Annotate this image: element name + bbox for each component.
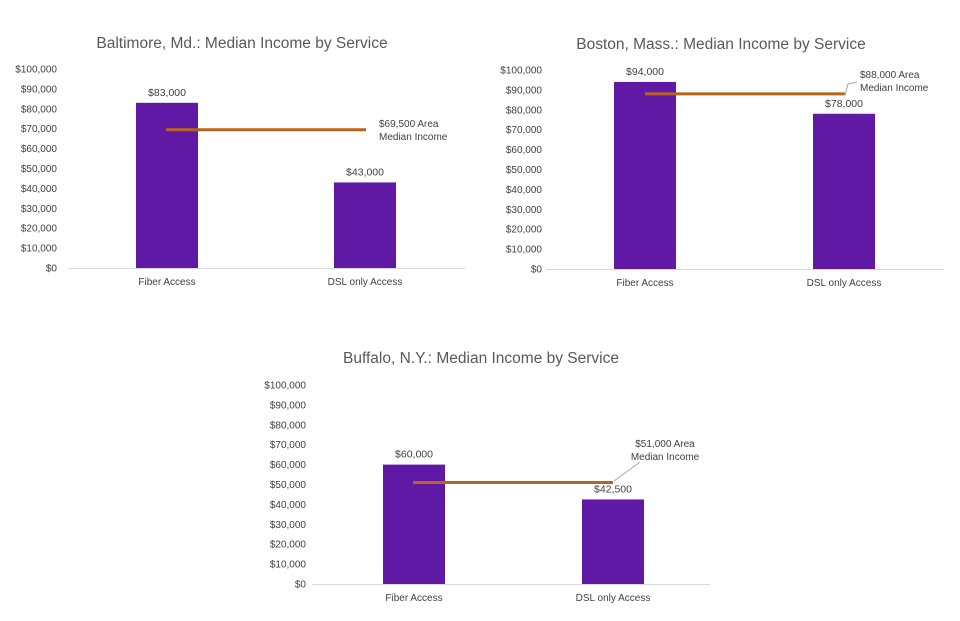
y-tick-label: $30,000 [21, 204, 58, 215]
chart-2: Boston, Mass.: Median Income by Service $… [500, 36, 944, 289]
bar-dsl-only-access [813, 113, 875, 269]
bar-fiber-access [614, 81, 676, 269]
chart-1: Baltimore, Md.: Median Income by Service… [15, 35, 465, 288]
y-tick-label: $20,000 [506, 225, 543, 236]
median-income-annotation: $88,000 Area [860, 70, 920, 81]
y-tick-label: $80,000 [506, 105, 543, 116]
y-tick-label: $0 [295, 580, 307, 591]
chart-3: Buffalo, N.Y.: Median Income by Service $… [264, 350, 710, 604]
data-label: $83,000 [148, 87, 186, 99]
y-tick-label: $40,000 [21, 184, 58, 195]
data-label: $60,000 [395, 449, 433, 461]
y-tick-label: $50,000 [270, 480, 307, 491]
chart-title: Boston, Mass.: Median Income by Service [576, 36, 865, 53]
bar-dsl-only-access [582, 499, 644, 584]
y-tick-label: $60,000 [270, 460, 307, 471]
median-income-annotation: $69,500 Area [379, 119, 439, 130]
chart-title: Buffalo, N.Y.: Median Income by Service [343, 350, 619, 367]
bar-dsl-only-access [334, 182, 396, 268]
y-tick-label: $60,000 [506, 145, 543, 156]
y-tick-label: $70,000 [270, 440, 307, 451]
annotation-leader-line [613, 461, 641, 482]
y-tick-label: $70,000 [21, 124, 58, 135]
y-tick-label: $60,000 [21, 144, 58, 155]
y-tick-label: $100,000 [500, 66, 542, 77]
y-tick-label: $50,000 [21, 164, 58, 175]
x-category-label: DSL only Access [807, 278, 882, 289]
data-label: $43,000 [346, 166, 384, 178]
y-tick-label: $0 [531, 265, 543, 276]
y-tick-label: $80,000 [21, 104, 58, 115]
y-tick-label: $90,000 [270, 400, 307, 411]
x-category-label: DSL only Access [576, 593, 651, 604]
y-tick-label: $20,000 [21, 224, 58, 235]
annotation-leader-line [844, 81, 858, 96]
y-tick-label: $100,000 [264, 381, 306, 392]
median-income-annotation: Median Income [860, 83, 929, 94]
x-category-label: Fiber Access [385, 593, 442, 604]
bar-fiber-access [136, 102, 198, 268]
data-label: $42,500 [594, 483, 632, 495]
y-tick-label: $40,000 [506, 185, 543, 196]
y-tick-label: $0 [46, 264, 58, 275]
median-income-annotation: Median Income [379, 132, 448, 143]
data-label: $78,000 [825, 98, 863, 110]
y-tick-label: $90,000 [506, 85, 543, 96]
y-tick-label: $10,000 [506, 245, 543, 256]
y-tick-label: $80,000 [270, 420, 307, 431]
x-category-label: Fiber Access [616, 278, 673, 289]
y-tick-label: $40,000 [270, 500, 307, 511]
y-tick-label: $30,000 [270, 520, 307, 531]
y-tick-label: $10,000 [270, 560, 307, 571]
y-tick-label: $10,000 [21, 244, 58, 255]
x-category-label: DSL only Access [328, 277, 403, 288]
y-tick-label: $50,000 [506, 165, 543, 176]
median-income-annotation: Median Income [631, 452, 700, 463]
y-tick-label: $70,000 [506, 125, 543, 136]
median-income-annotation: $51,000 Area [635, 439, 695, 450]
bar-fiber-access [383, 464, 445, 584]
y-tick-label: $90,000 [21, 84, 58, 95]
chart-title: Baltimore, Md.: Median Income by Service [96, 35, 387, 52]
y-tick-label: $30,000 [506, 205, 543, 216]
data-label: $94,000 [626, 66, 664, 78]
y-tick-label: $20,000 [270, 540, 307, 551]
y-tick-label: $100,000 [15, 65, 57, 76]
x-category-label: Fiber Access [138, 277, 195, 288]
